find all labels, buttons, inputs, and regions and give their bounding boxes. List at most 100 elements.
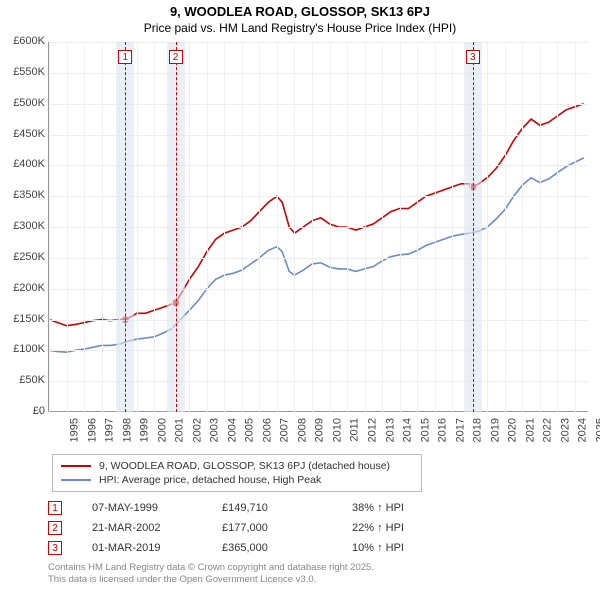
y-tick-label: £200K [5,282,45,294]
gridline-v [382,42,383,412]
sale-marker-2: 2 [169,50,183,64]
gridline-v [452,42,453,412]
gridline-v [224,42,225,412]
x-tick-label: 2005 [244,418,256,442]
y-tick-label: £400K [5,158,45,170]
sales-delta: 38% ↑ HPI [352,502,404,514]
sales-delta: 10% ↑ HPI [352,542,404,554]
sales-idx-box: 3 [48,541,62,555]
x-tick-label: 2001 [174,418,186,442]
x-tick-label: 1995 [68,418,80,442]
gridline-v [487,42,488,412]
sales-table-row: 2 21-MAR-2002£177,00022% ↑ HPI [48,518,404,538]
x-tick-label: 1998 [121,418,133,442]
x-tick-label: 2021 [524,418,536,442]
x-tick-label: 2009 [314,418,326,442]
x-tick-label: 2025 [594,418,600,442]
y-tick-label: £250K [5,251,45,263]
x-tick-label: 2007 [279,418,291,442]
chart-title-block: 9, WOODLEA ROAD, GLOSSOP, SK13 6PJ Price… [0,0,600,35]
gridline-v [67,42,68,412]
y-tick-label: £100K [5,343,45,355]
sales-date: 21-MAR-2002 [92,522,222,534]
y-tick-label: £600K [5,35,45,47]
gridline-v [365,42,366,412]
gridline-v [312,42,313,412]
sales-table-row: 107-MAY-1999£149,71038% ↑ HPI [48,498,404,518]
x-tick-label: 2024 [577,418,589,442]
footer-attribution: Contains HM Land Registry data © Crown c… [48,562,374,586]
gridline-v [540,42,541,412]
x-tick-label: 2023 [559,418,571,442]
legend-label: 9, WOODLEA ROAD, GLOSSOP, SK13 6PJ (deta… [99,460,390,472]
x-tick-label: 2006 [261,418,273,442]
x-tick-label: 1996 [86,418,98,442]
x-tick-label: 2010 [331,418,343,442]
sales-idx-box: 1 [48,501,62,515]
y-tick-label: £500K [5,97,45,109]
x-tick-label: 2013 [384,418,396,442]
x-tick-label: 2000 [156,418,168,442]
x-tick-label: 2018 [472,418,484,442]
gridline-v [189,42,190,412]
sale-dashed-line [125,42,126,412]
x-tick-label: 2022 [542,418,554,442]
gridline-v [242,42,243,412]
x-tick-label: 2020 [507,418,519,442]
sale-marker-1: 1 [118,50,132,64]
gridline-v [207,42,208,412]
y-tick-label: £350K [5,189,45,201]
y-tick-label: £50K [5,374,45,386]
gridline-v [435,42,436,412]
gridline-v [277,42,278,412]
sales-idx-box: 2 [48,521,62,535]
gridline-v [259,42,260,412]
x-tick-label: 2015 [419,418,431,442]
gridline-v [102,42,103,412]
footer-line1: Contains HM Land Registry data © Crown c… [48,562,374,574]
x-tick-label: 2002 [191,418,203,442]
y-tick-label: £300K [5,220,45,232]
gridline-v [49,42,50,412]
gridline-v [505,42,506,412]
x-tick-label: 2019 [489,418,501,442]
sales-price: £365,000 [222,542,352,554]
sale-marker-3: 3 [466,50,480,64]
sales-table-row: 3 01-MAR-2019£365,00010% ↑ HPI [48,538,404,558]
x-tick-label: 2003 [209,418,221,442]
gridline-v [84,42,85,412]
legend-label: HPI: Average price, detached house, High… [99,474,321,486]
legend: 9, WOODLEA ROAD, GLOSSOP, SK13 6PJ (deta… [52,454,422,492]
y-tick-label: £0 [5,405,45,417]
x-tick-label: 2011 [348,418,360,442]
x-tick-label: 1997 [104,418,116,442]
x-tick-label: 2008 [296,418,308,442]
gridline-v [347,42,348,412]
x-tick-label: 2017 [454,418,466,442]
y-tick-label: £550K [5,66,45,78]
legend-swatch [61,465,91,467]
sales-delta: 22% ↑ HPI [352,522,404,534]
y-tick-label: £150K [5,313,45,325]
y-tick-label: £450K [5,128,45,140]
chart-subtitle: Price paid vs. HM Land Registry's House … [0,21,600,35]
x-tick-label: 2004 [226,418,238,442]
sales-date: 01-MAR-2019 [92,542,222,554]
chart-plot-area: 1 2 3 [48,42,588,412]
sales-price: £149,710 [222,502,352,514]
gridline-v [522,42,523,412]
legend-item: HPI: Average price, detached house, High… [61,473,413,487]
x-tick-label: 2014 [402,418,414,442]
gridline-v [294,42,295,412]
gridline-v [400,42,401,412]
gridline-v [137,42,138,412]
gridline-v [417,42,418,412]
footer-line2: This data is licensed under the Open Gov… [48,574,374,586]
sale-dashed-line [176,42,177,412]
chart-title: 9, WOODLEA ROAD, GLOSSOP, SK13 6PJ [0,4,600,19]
gridline-v [557,42,558,412]
sales-price: £177,000 [222,522,352,534]
legend-item: 9, WOODLEA ROAD, GLOSSOP, SK13 6PJ (deta… [61,459,413,473]
gridline-v [330,42,331,412]
sale-dashed-line [473,42,474,412]
